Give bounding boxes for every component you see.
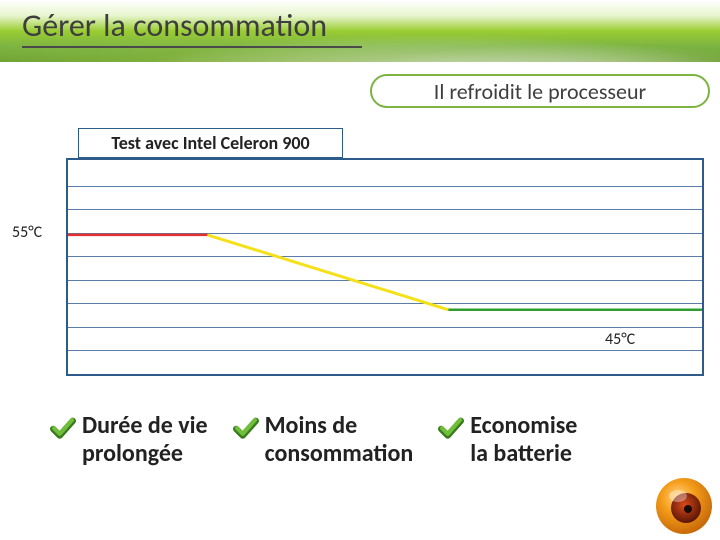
benefit-line2: prolongée xyxy=(82,440,208,468)
check-icon xyxy=(50,416,76,442)
benefit-line1: Moins de xyxy=(265,412,414,440)
subtitle-pill: Il refroidit le processeur xyxy=(370,74,710,108)
benefit-text: Economisela batterie xyxy=(470,412,577,467)
axis-label-right: 45°C xyxy=(605,330,635,349)
title-underline xyxy=(22,46,362,48)
test-label-text: Test avec Intel Celeron 900 xyxy=(111,132,309,154)
benefit-item: Economisela batterie xyxy=(438,412,577,467)
benefit-text: Moins deconsommation xyxy=(265,412,414,467)
check-icon xyxy=(438,416,464,442)
decorative-orb xyxy=(654,476,714,536)
page-title: Gérer la consommation xyxy=(0,0,720,45)
title-bar: Gérer la consommation xyxy=(0,0,720,62)
benefit-line2: consommation xyxy=(265,440,414,468)
benefits-row: Durée de vieprolongée Moins deconsommati… xyxy=(50,412,715,467)
subtitle-text: Il refroidit le processeur xyxy=(434,78,646,105)
axis-label-left: 55°C xyxy=(12,223,42,242)
check-icon xyxy=(233,416,259,442)
benefit-line1: Durée de vie xyxy=(82,412,208,440)
benefit-line1: Economise xyxy=(470,412,577,440)
benefit-item: Moins deconsommation xyxy=(233,412,414,467)
benefit-item: Durée de vieprolongée xyxy=(50,412,208,467)
test-label-box: Test avec Intel Celeron 900 xyxy=(78,128,343,158)
benefit-text: Durée de vieprolongée xyxy=(82,412,208,467)
benefit-line2: la batterie xyxy=(470,440,577,468)
chart-segment-transition xyxy=(207,235,448,310)
